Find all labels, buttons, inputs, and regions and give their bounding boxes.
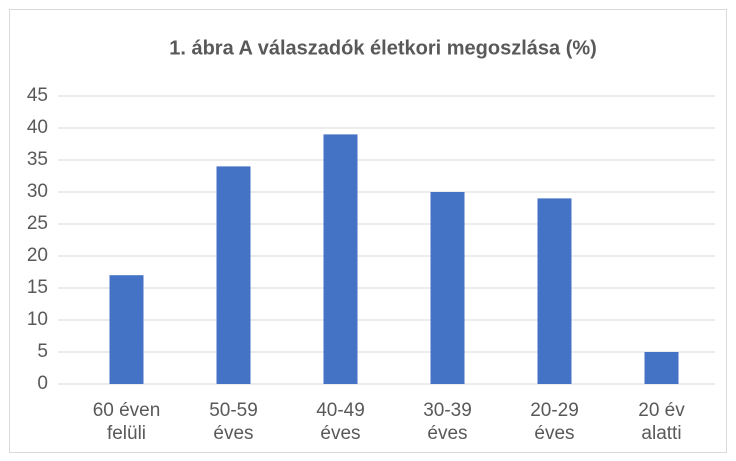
bar xyxy=(644,352,679,384)
x-tick-label: 40-49 éves xyxy=(316,400,365,444)
y-tick-label: 5 xyxy=(37,341,48,362)
y-tick-label: 35 xyxy=(27,149,48,170)
x-tick-label: 20-29 éves xyxy=(530,400,579,444)
x-tick-label: 50-59 éves xyxy=(209,400,258,444)
y-tick-label: 0 xyxy=(37,373,48,394)
bar xyxy=(323,134,358,384)
chart-title: 1. ábra A válaszadók életkori megoszlása… xyxy=(169,37,597,59)
bar xyxy=(537,198,572,384)
x-tick-label: 20 év alatti xyxy=(638,400,685,444)
y-tick-label: 20 xyxy=(27,245,48,266)
y-tick-label: 10 xyxy=(27,309,48,330)
bar xyxy=(430,192,465,384)
y-tick-label: 30 xyxy=(27,181,48,202)
y-tick-label: 45 xyxy=(27,85,48,106)
bar xyxy=(109,275,144,384)
chart-border xyxy=(9,9,727,453)
bar xyxy=(216,166,251,384)
x-tick-label: 30-39 éves xyxy=(423,400,472,444)
y-tick-label: 15 xyxy=(27,277,48,298)
y-tick-label: 40 xyxy=(27,117,48,138)
x-tick-label: 60 éven felüli xyxy=(92,400,161,444)
y-tick-label: 25 xyxy=(27,213,48,234)
